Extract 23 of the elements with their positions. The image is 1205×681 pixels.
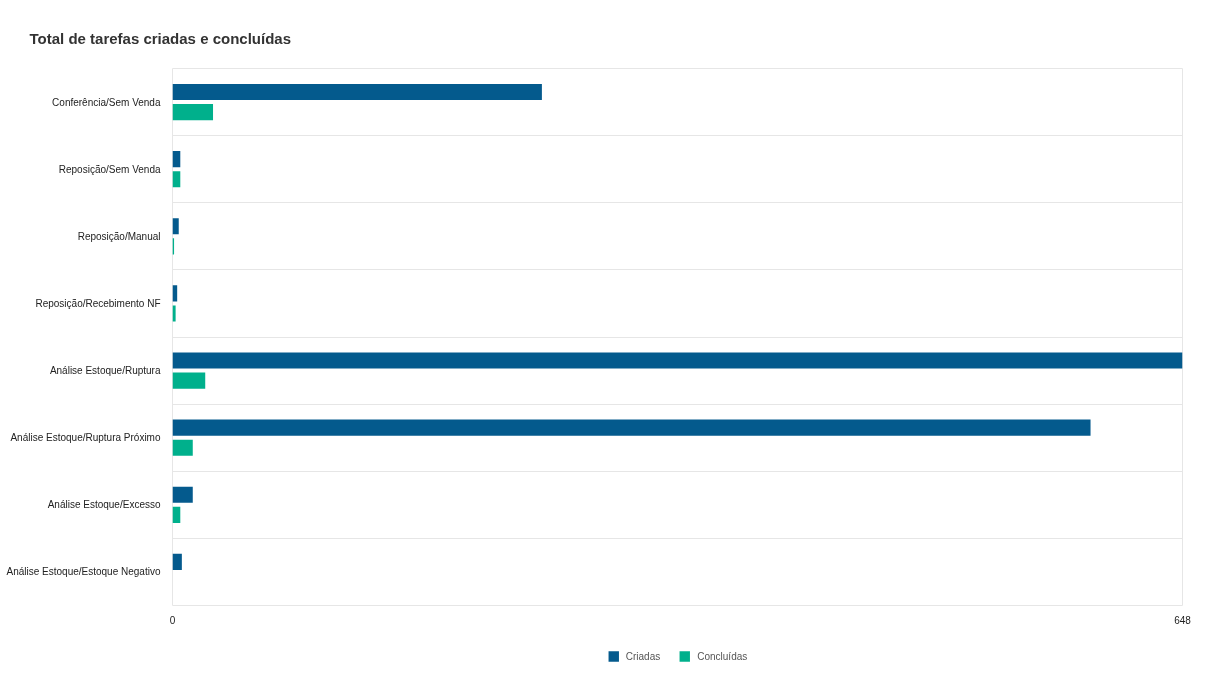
bar [172, 419, 1091, 436]
y-tick-label: Análise Estoque/Excesso [47, 499, 161, 511]
chart-title: Total de tarefas criadas e concluídas [29, 30, 291, 47]
y-tick-label: Conferência/Sem Venda [52, 96, 161, 108]
y-tick-label: Análise Estoque/Ruptura Próximo [10, 432, 161, 444]
y-tick-label: Análise Estoque/Estoque Negativo [6, 566, 161, 578]
bar [172, 352, 1183, 369]
bar [172, 372, 206, 389]
legend-label: Criadas [625, 650, 661, 661]
legend-label: Concluídas [697, 650, 748, 661]
y-tick-label: Reposição/Recebimento NF [35, 297, 161, 309]
y-tick-label: Análise Estoque/Ruptura [49, 365, 161, 377]
bar [172, 553, 182, 570]
x-tick-label: 648 [1174, 614, 1192, 626]
bar [172, 104, 214, 121]
bar [172, 439, 193, 456]
y-tick-label: Reposição/Manual [77, 230, 161, 242]
bar [172, 486, 193, 503]
bar [172, 218, 179, 235]
bar [172, 83, 542, 101]
bar [172, 305, 176, 322]
x-tick-label: 0 [169, 614, 176, 626]
y-tick-label: Reposição/Sem Venda [58, 163, 161, 175]
